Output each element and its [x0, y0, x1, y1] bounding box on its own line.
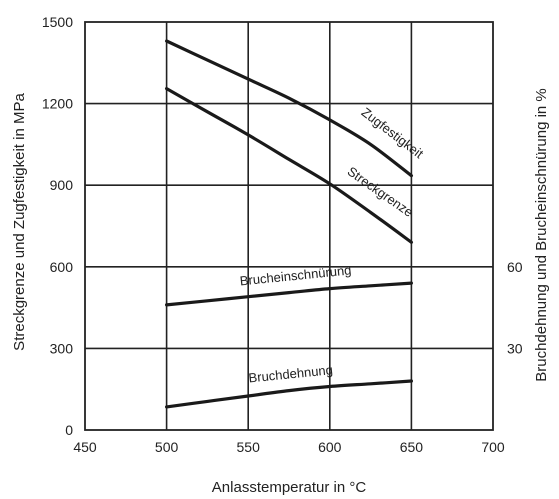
y-tick-label-left: 0: [65, 422, 73, 438]
x-tick-label: 700: [481, 439, 505, 455]
x-axis-title: Anlasstemperatur in °C: [212, 479, 367, 496]
y-tick-label-left: 300: [50, 340, 74, 356]
y-tick-label-left: 600: [50, 259, 74, 275]
y-tick-label-left: 1500: [42, 14, 73, 30]
y-tick-label-right: 60: [507, 259, 523, 275]
x-tick-label: 600: [318, 439, 342, 455]
curve-layer: [165, 39, 413, 409]
x-tick-label: 550: [237, 439, 261, 455]
y-axis-title-right: Bruchdehnung und Brucheinschnürung in %: [533, 88, 550, 382]
y-tick-label-left: 900: [50, 177, 74, 193]
tick-layer: 450 500 550 600 650 700 0 300 600 900 1200 1500 30 60: [42, 14, 523, 455]
grid-layer: [84, 21, 494, 431]
y-tick-label-left: 1200: [42, 96, 73, 112]
plot-frame: [84, 21, 494, 431]
x-tick-label: 450: [73, 439, 97, 455]
series-line-zugfestigkeit: [165, 39, 413, 178]
y-axis-title-left: Streckgrenze und Zugfestigkeit in MPa: [11, 93, 28, 351]
y-tick-label-right: 30: [507, 340, 523, 356]
series-line-streckgrenze: [165, 87, 413, 244]
series-line-brucheinschnrung: [165, 281, 413, 307]
series-line-bruchdehnung: [165, 379, 413, 409]
x-tick-label: 500: [155, 439, 179, 455]
x-tick-label: 650: [400, 439, 424, 455]
